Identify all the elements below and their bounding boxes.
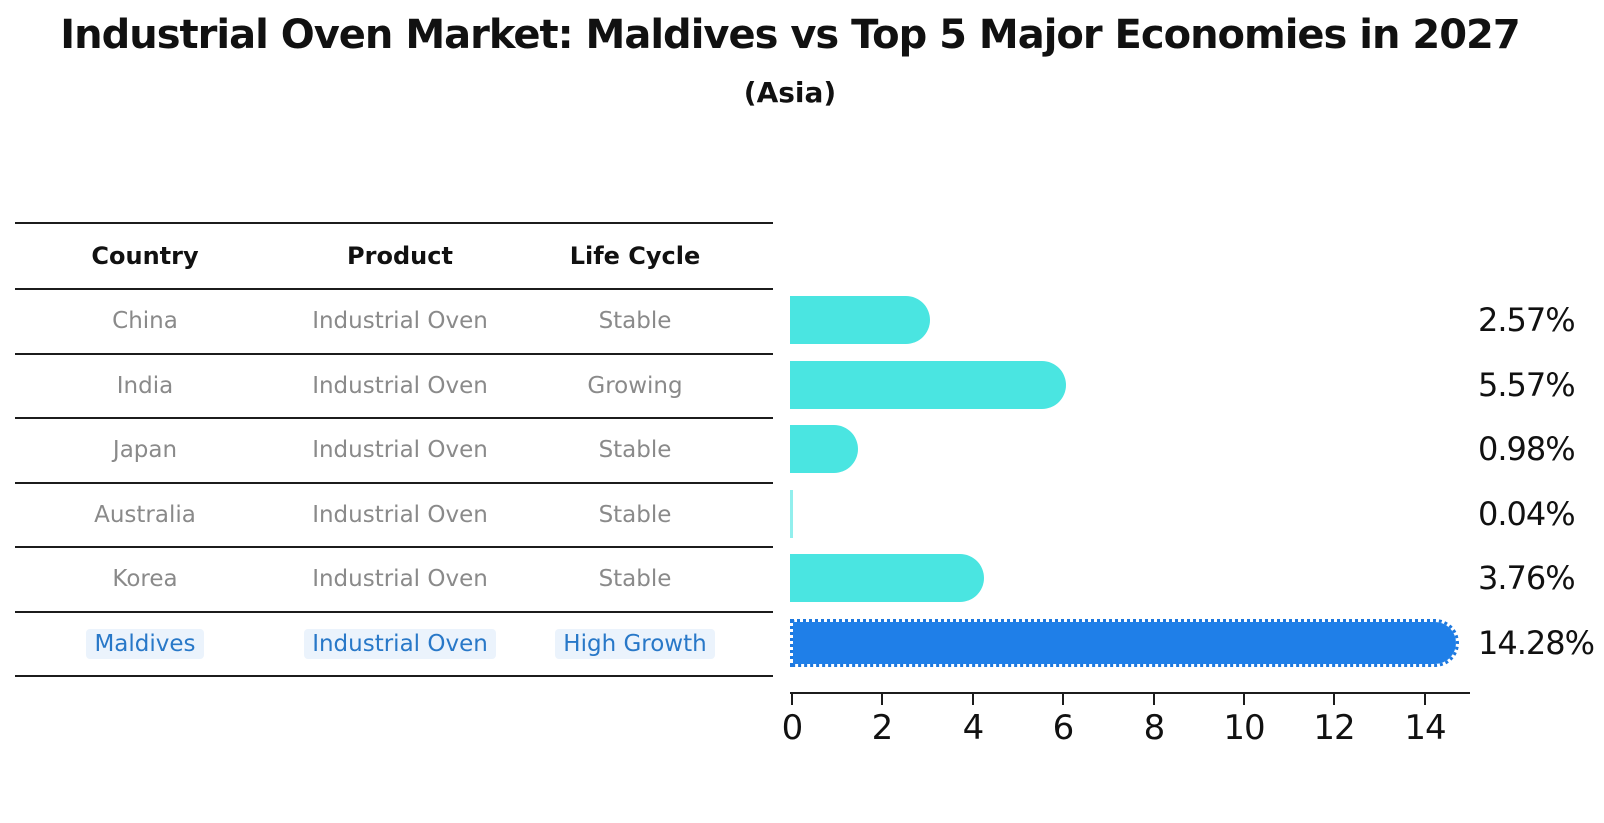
cell-life-cycle: Stable	[598, 501, 672, 528]
table-separator-line	[15, 611, 773, 613]
chart-title: Industrial Oven Market: Maldives vs Top …	[60, 12, 1520, 58]
x-tick-label: 12	[1313, 708, 1355, 748]
table-separator-line	[15, 222, 773, 224]
x-tick-label: 4	[962, 708, 985, 748]
bar-australia	[790, 490, 793, 538]
table-row: Australia Industrial Oven Stable	[15, 482, 745, 547]
table-separator-line	[15, 417, 773, 419]
x-tick-mark	[1243, 694, 1245, 705]
cell-life-cycle: Stable	[598, 565, 672, 592]
x-axis-line	[790, 692, 1470, 694]
cell-country: Korea	[112, 565, 178, 592]
cell-life-cycle: High Growth	[525, 628, 745, 659]
bar-korea	[790, 554, 984, 602]
value-label-japan: 0.98%	[1478, 430, 1576, 468]
cell-country: India	[116, 372, 174, 399]
x-tick-mark	[1424, 694, 1426, 705]
table-row: Korea Industrial Oven Stable	[15, 546, 745, 611]
bar-maldives	[790, 619, 1459, 667]
x-tick-mark	[1062, 694, 1064, 705]
value-label-maldives: 14.28%	[1478, 624, 1595, 662]
cell-life-cycle: Stable	[598, 307, 672, 334]
cell-product: Industrial Oven	[312, 372, 488, 399]
table-separator-line	[15, 546, 773, 548]
cell-country: Australia	[94, 501, 196, 528]
column-header-country: Country	[91, 242, 199, 270]
cell-country: China	[112, 307, 178, 334]
cell-life-cycle: Growing	[587, 372, 683, 399]
table-row: China Industrial Oven Stable	[15, 288, 745, 353]
x-tick-label: 10	[1223, 708, 1265, 748]
cell-product: Industrial Oven	[275, 628, 525, 659]
bar-india	[790, 361, 1066, 409]
table-separator-line	[15, 353, 773, 355]
x-tick-mark	[881, 694, 883, 705]
x-tick-mark	[1153, 694, 1155, 705]
table-row: Japan Industrial Oven Stable	[15, 417, 745, 482]
table-separator-line	[15, 288, 773, 290]
x-tick-label: 0	[781, 708, 804, 748]
table-row: Maldives Industrial Oven High Growth	[15, 611, 745, 676]
table-header-row: Country Product Life Cycle	[15, 232, 745, 280]
x-tick-label: 2	[871, 708, 894, 748]
value-label-india: 5.57%	[1478, 366, 1576, 404]
cell-product: Industrial Oven	[312, 501, 488, 528]
cell-product: Industrial Oven	[312, 565, 488, 592]
table-separator-line	[15, 675, 773, 677]
x-tick-label: 6	[1052, 708, 1075, 748]
x-tick-mark	[1333, 694, 1335, 705]
x-tick-label: 14	[1404, 708, 1446, 748]
chart-subtitle: (Asia)	[743, 76, 837, 109]
cell-country: Japan	[112, 436, 178, 463]
cell-product: Industrial Oven	[312, 436, 488, 463]
bar-china	[790, 296, 930, 344]
cell-life-cycle: Stable	[598, 436, 672, 463]
value-label-australia: 0.04%	[1478, 495, 1576, 533]
cell-product: Industrial Oven	[312, 307, 488, 334]
cell-country: Maldives	[15, 628, 275, 659]
x-tick-mark	[791, 694, 793, 705]
value-label-china: 2.57%	[1478, 301, 1576, 339]
table-row: India Industrial Oven Growing	[15, 353, 745, 418]
column-header-product: Product	[347, 242, 453, 270]
bar-japan	[790, 425, 858, 473]
table-separator-line	[15, 482, 773, 484]
value-label-korea: 3.76%	[1478, 559, 1576, 597]
column-header-life-cycle: Life Cycle	[569, 242, 701, 270]
x-tick-label: 8	[1143, 708, 1166, 748]
x-tick-mark	[972, 694, 974, 705]
